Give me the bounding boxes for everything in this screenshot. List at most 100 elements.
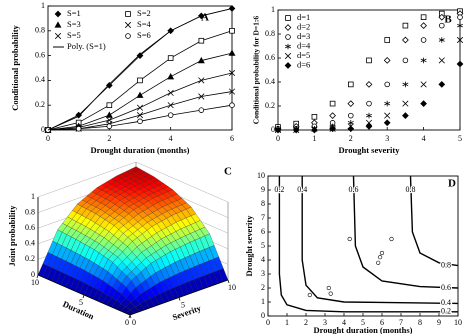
x-tick bbox=[36, 274, 39, 279]
legend-label: d=2 bbox=[297, 21, 310, 31]
marker bbox=[167, 89, 174, 96]
x-tick-label: 10 bbox=[454, 318, 462, 327]
observation bbox=[326, 285, 331, 291]
legend-label: d=6 bbox=[297, 59, 310, 69]
marker bbox=[167, 73, 175, 80]
contour-label: 0.2 bbox=[274, 185, 284, 194]
x-axis-title: Drought duration (months) bbox=[90, 145, 189, 155]
contour-label: 0.4 bbox=[441, 298, 451, 307]
marker bbox=[228, 88, 236, 95]
grid-line bbox=[37, 161, 229, 203]
marker bbox=[198, 93, 205, 100]
observation bbox=[347, 236, 352, 242]
contour-line bbox=[352, 175, 459, 289]
observation bbox=[379, 250, 385, 256]
marker bbox=[420, 57, 427, 64]
z-tick-label: 0.6 bbox=[25, 223, 35, 232]
marker bbox=[106, 123, 113, 130]
marker bbox=[366, 100, 372, 107]
y-tick bbox=[129, 314, 132, 319]
contour-label: 0.8 bbox=[441, 260, 451, 269]
marker bbox=[402, 81, 409, 88]
marker bbox=[438, 81, 446, 88]
x-tick-label: 8 bbox=[418, 318, 422, 327]
z-tick-label: 0.4 bbox=[25, 239, 35, 248]
y-tick-label: 0.6 bbox=[265, 53, 275, 62]
marker bbox=[348, 112, 354, 119]
marker bbox=[229, 27, 235, 34]
panel-label: D bbox=[448, 178, 456, 190]
panel-label: B bbox=[444, 14, 452, 26]
marker bbox=[198, 77, 205, 84]
x-axis-title: Drought duration (months) bbox=[313, 325, 412, 334]
marker bbox=[383, 119, 391, 127]
legend-label: d=1 bbox=[297, 12, 310, 22]
marker bbox=[384, 81, 390, 88]
marker bbox=[420, 81, 427, 88]
marker bbox=[136, 104, 144, 111]
legend-label: S=5 bbox=[67, 30, 81, 40]
contour-label: 0.6 bbox=[441, 283, 451, 292]
marker bbox=[228, 49, 236, 56]
legend-label: Poly. (S=1) bbox=[67, 41, 106, 51]
x-tick-label: 6 bbox=[380, 318, 384, 327]
legend-swatch bbox=[285, 34, 291, 40]
marker bbox=[456, 60, 464, 68]
x-tick-label: 4 bbox=[422, 134, 426, 143]
y-tick-label: 0 bbox=[261, 311, 265, 320]
y-axis-title: Severity bbox=[171, 302, 203, 322]
marker bbox=[420, 14, 427, 21]
contour-label: 0.8 bbox=[406, 185, 416, 194]
marker bbox=[365, 81, 373, 88]
z-tick-label: 0.8 bbox=[25, 207, 35, 216]
plot-frame bbox=[267, 175, 459, 317]
legend-label: S=3 bbox=[67, 19, 81, 29]
marker bbox=[384, 100, 391, 107]
legend-swatch bbox=[54, 10, 62, 18]
marker bbox=[136, 52, 144, 59]
marker bbox=[347, 81, 354, 88]
marker bbox=[329, 112, 336, 119]
y-tick-label: 1 bbox=[261, 297, 265, 306]
marker bbox=[167, 55, 174, 61]
marker bbox=[198, 107, 205, 113]
marker bbox=[365, 119, 373, 126]
y-tick-label: 2 bbox=[261, 283, 265, 292]
y-tick-label: 0.4 bbox=[35, 75, 45, 84]
x-tick-label: 1 bbox=[285, 318, 289, 327]
y-tick-label: 0 bbox=[271, 125, 275, 134]
marker bbox=[228, 69, 236, 77]
x-tick-label: 4 bbox=[169, 134, 173, 143]
x-tick bbox=[82, 294, 85, 299]
y-tick-label: 0.4 bbox=[265, 77, 275, 86]
legend-label: S=1 bbox=[67, 8, 81, 18]
legend-label: d=5 bbox=[297, 50, 310, 60]
y-tick-label: 0.2 bbox=[265, 101, 275, 110]
marker bbox=[311, 126, 318, 134]
marker bbox=[457, 14, 463, 20]
marker bbox=[384, 112, 391, 119]
marker bbox=[105, 111, 113, 118]
x-tick-label: 2 bbox=[349, 134, 353, 143]
legend-label: S=4 bbox=[137, 19, 152, 29]
marker bbox=[438, 13, 446, 21]
x-tick-label: 7 bbox=[399, 318, 403, 327]
z-tick-label: 0 bbox=[31, 270, 35, 279]
x-tick-label: 5 bbox=[79, 298, 83, 307]
marker bbox=[75, 125, 82, 132]
contour-line bbox=[278, 176, 458, 313]
marker bbox=[137, 77, 143, 84]
contour-line bbox=[301, 176, 459, 305]
marker bbox=[438, 57, 445, 64]
x-tick-label: 1 bbox=[312, 134, 316, 143]
marker bbox=[167, 112, 174, 118]
legend-swatch bbox=[124, 21, 132, 29]
marker bbox=[137, 118, 143, 125]
marker bbox=[347, 100, 355, 107]
marker bbox=[402, 112, 409, 119]
marker bbox=[197, 56, 205, 64]
y-tick-label: 3 bbox=[261, 269, 265, 278]
y-tick-label: 0 bbox=[132, 318, 136, 327]
x-tick-label: 5 bbox=[458, 134, 462, 143]
